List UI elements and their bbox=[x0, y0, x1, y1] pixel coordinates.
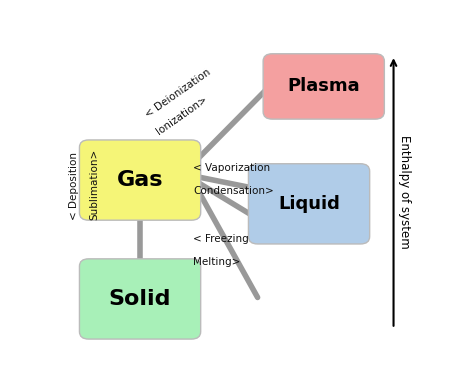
Text: Ionization>: Ionization> bbox=[155, 95, 209, 137]
FancyBboxPatch shape bbox=[80, 140, 201, 220]
Text: Enthalpy of system: Enthalpy of system bbox=[398, 135, 411, 249]
Text: Gas: Gas bbox=[117, 170, 164, 190]
Text: Sublimation>: Sublimation> bbox=[90, 149, 100, 220]
Text: Plasma: Plasma bbox=[287, 78, 360, 95]
Text: Condensation>: Condensation> bbox=[193, 186, 274, 196]
FancyBboxPatch shape bbox=[80, 259, 201, 339]
Text: < Vaporization: < Vaporization bbox=[193, 163, 271, 173]
FancyBboxPatch shape bbox=[248, 164, 370, 244]
Text: Solid: Solid bbox=[109, 289, 171, 309]
Text: Liquid: Liquid bbox=[278, 195, 340, 213]
FancyBboxPatch shape bbox=[263, 54, 384, 119]
Text: < Freezing: < Freezing bbox=[193, 234, 249, 244]
Text: < Deionization: < Deionization bbox=[144, 66, 213, 119]
Text: < Deposition: < Deposition bbox=[70, 152, 80, 220]
Text: Melting>: Melting> bbox=[193, 257, 241, 267]
